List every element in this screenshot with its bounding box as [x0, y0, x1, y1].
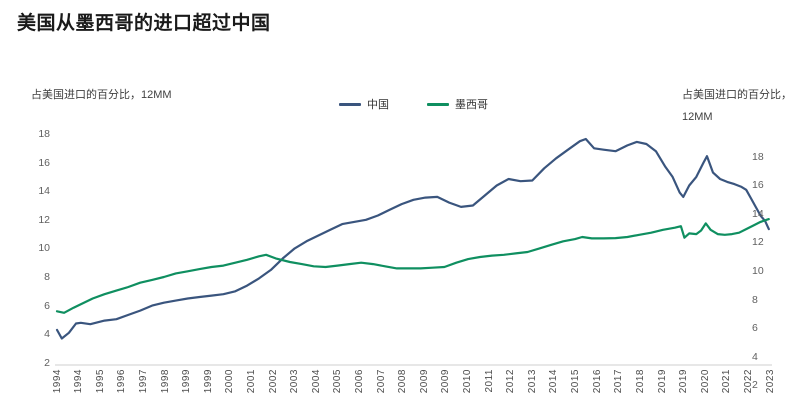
- x-tick-label: 2023: [764, 369, 776, 394]
- right-axis-title: 占美国进口的百分比， 12MM: [682, 84, 792, 128]
- legend-item-mexico[interactable]: 墨西哥: [427, 96, 488, 112]
- right-y-tick-label: 12: [752, 236, 764, 249]
- x-tick-label: 2012: [505, 369, 517, 394]
- x-tick-label: 1995: [94, 369, 106, 394]
- right-axis-title-line2: 12MM: [682, 111, 713, 123]
- right-y-tick-label: 4: [752, 350, 758, 363]
- x-tick-label: 2015: [570, 369, 581, 394]
- x-tick-label: 2000: [224, 369, 236, 394]
- left-y-tick-label: 10: [38, 242, 50, 255]
- right-y-tick-label: 2: [752, 379, 758, 392]
- x-tick-label: 2019: [678, 369, 690, 394]
- x-tick-label: 1996: [116, 369, 128, 394]
- x-tick-label: 2017: [613, 369, 625, 394]
- legend-label-china: 中国: [367, 99, 389, 111]
- left-y-tick-label: 16: [38, 156, 50, 169]
- x-tick-label: 1994: [51, 369, 63, 394]
- right-y-tick-label: 16: [752, 179, 764, 192]
- left-y-tick-label: 18: [38, 128, 50, 140]
- legend-label-mexico: 墨西哥: [455, 99, 488, 111]
- x-tick-label: 2022: [742, 369, 754, 394]
- right-axis-title-line1: 占美国进口的百分比，: [682, 89, 792, 101]
- right-y-tick-label: 6: [752, 322, 758, 335]
- left-y-tick-label: 14: [38, 185, 50, 198]
- x-tick-label: 2020: [699, 369, 711, 394]
- x-tick-label: 2014: [548, 369, 560, 394]
- x-tick-label: 2009: [440, 369, 452, 394]
- china-line: [55, 137, 770, 340]
- left-y-tick-label: 8: [44, 271, 50, 283]
- left-y-tick-label: 12: [38, 213, 50, 226]
- x-tick-label: 2010: [462, 369, 473, 394]
- x-tick-label: 1998: [159, 369, 171, 394]
- x-tick-label: 2004: [310, 369, 322, 394]
- x-tick-label: 2011: [483, 369, 495, 393]
- chart-legend: 中国 墨西哥: [57, 96, 770, 112]
- right-y-tick-label: 10: [752, 264, 764, 277]
- x-tick-label: 2005: [332, 369, 344, 394]
- left-axis-title: 占美国进口的百分比，12MM: [31, 89, 172, 101]
- x-tick-label: 1999: [202, 369, 214, 394]
- x-tick-label: 2016: [591, 369, 603, 394]
- x-tick-label: 1997: [137, 369, 149, 394]
- mexico-line: [55, 218, 770, 314]
- x-tick-label: 2021: [721, 369, 733, 394]
- x-tick-label: 2008: [397, 369, 409, 394]
- x-tick-label: 2006: [354, 369, 365, 394]
- right-y-tick-label: 14: [752, 207, 764, 220]
- x-tick-label: 2007: [375, 369, 387, 394]
- right-y-tick-label: 8: [752, 293, 758, 306]
- left-y-tick-label: 2: [44, 356, 50, 369]
- x-tick-label: 2003: [289, 369, 301, 394]
- left-y-tick-label: 4: [44, 328, 50, 341]
- legend-item-china[interactable]: 中国: [339, 96, 389, 112]
- x-tick-label: 1999: [181, 369, 193, 394]
- x-tick-label: 2009: [418, 369, 430, 394]
- right-y-tick-label: 18: [752, 150, 764, 163]
- mexico-line-swatch-icon: [427, 102, 449, 106]
- x-tick-label: 2018: [634, 369, 646, 394]
- x-tick-label: 2013: [526, 369, 538, 394]
- x-tick-label: 2001: [246, 369, 257, 394]
- x-tick-label: 1994: [73, 369, 85, 394]
- x-tick-label: 2019: [656, 369, 668, 394]
- chart-title: 美国从墨西哥的进口超过中国: [17, 13, 271, 34]
- china-line-swatch-icon: [339, 102, 361, 106]
- left-y-tick-label: 6: [44, 299, 50, 312]
- x-tick-label: 2002: [267, 369, 279, 394]
